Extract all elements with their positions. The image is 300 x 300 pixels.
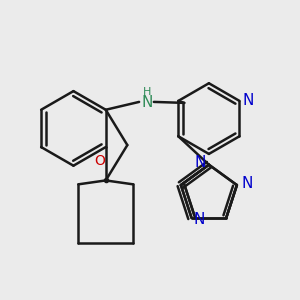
Text: N: N xyxy=(141,95,153,110)
Text: N: N xyxy=(243,93,254,108)
Text: N: N xyxy=(241,176,252,190)
Text: N: N xyxy=(194,155,206,170)
Text: N: N xyxy=(194,212,205,227)
Text: H: H xyxy=(143,87,151,97)
Text: O: O xyxy=(94,154,105,169)
